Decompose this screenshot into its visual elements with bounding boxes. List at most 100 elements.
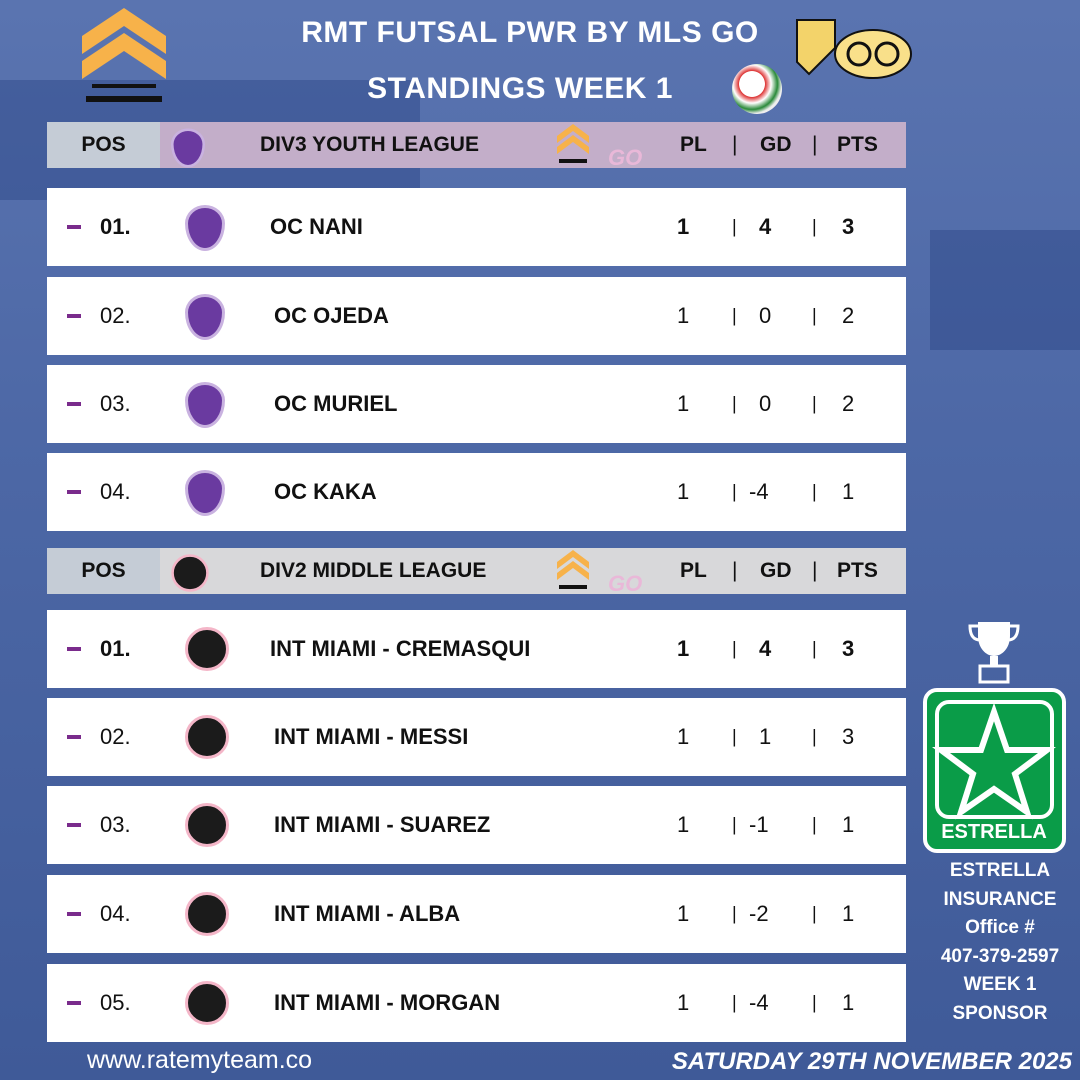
points: 2 <box>842 391 855 416</box>
separator: | <box>732 638 737 659</box>
pos-header: POS <box>47 122 160 168</box>
separator: | <box>732 133 738 156</box>
pl-header: PL <box>680 133 707 156</box>
points: 3 <box>842 724 855 749</box>
position-change-dash-icon <box>67 823 81 827</box>
inter-miami-crest-icon <box>185 803 229 847</box>
team-name: OC MURIEL <box>274 391 398 416</box>
separator: | <box>812 814 817 835</box>
position: 04. <box>100 479 131 504</box>
standings-row: 01. OC NANI 1 | 4 | 3 <box>47 188 906 266</box>
division-header: POS DIV2 MIDDLE LEAGUE GO PL | GD | PTS <box>47 548 906 596</box>
played: 1 <box>677 303 690 328</box>
played: 1 <box>677 724 690 749</box>
separator: | <box>812 305 817 326</box>
position: 03. <box>100 812 131 837</box>
separator: | <box>812 992 817 1013</box>
standings-row: 02. OC OJEDA 1 | 0 | 2 <box>47 277 906 355</box>
standings-row: 03. INT MIAMI - SUAREZ 1 | -1 | 1 <box>47 786 906 864</box>
division-title: DIV3 YOUTH LEAGUE <box>260 133 479 156</box>
position: 05. <box>100 990 131 1015</box>
separator: | <box>732 559 738 582</box>
inter-miami-crest-icon <box>171 554 209 592</box>
team-name: OC OJEDA <box>274 303 389 328</box>
pos-header: POS <box>47 548 160 594</box>
standings-row: 01. INT MIAMI - CREMASQUI 1 | 4 | 3 <box>47 610 906 688</box>
rmt-futsal-logo <box>82 8 166 102</box>
inter-miami-crest-icon <box>185 892 229 936</box>
points: 3 <box>842 214 855 239</box>
trophy-icon <box>968 622 1020 684</box>
separator: | <box>732 481 737 502</box>
rmt-futsal-mini-icon <box>557 550 589 589</box>
team-name: INT MIAMI - MESSI <box>274 724 469 749</box>
played: 1 <box>677 391 690 416</box>
website-link[interactable]: www.ratemyteam.co <box>87 1046 313 1074</box>
team-name: OC KAKA <box>274 479 377 504</box>
points: 1 <box>842 479 855 504</box>
division-title: DIV2 MIDDLE LEAGUE <box>260 559 487 582</box>
position-change-dash-icon <box>67 225 81 229</box>
inter-miami-crest-icon <box>185 715 229 759</box>
points: 3 <box>842 636 855 661</box>
points: 1 <box>842 901 855 926</box>
inter-miami-crest-icon <box>185 981 229 1025</box>
team-name: OC NANI <box>270 214 363 239</box>
separator: | <box>812 216 817 237</box>
points: 1 <box>842 990 855 1015</box>
position: 01. <box>100 214 131 239</box>
position-change-dash-icon <box>67 490 81 494</box>
goal-difference: -2 <box>749 901 769 926</box>
standings-row: 05. INT MIAMI - MORGAN 1 | -4 | 1 <box>47 964 906 1042</box>
team-name: INT MIAMI - ALBA <box>274 901 461 926</box>
pts-header: PTS <box>837 559 878 582</box>
mls-go-mini-icon: GO <box>608 145 643 170</box>
goal-difference: -1 <box>749 812 769 837</box>
separator: | <box>732 903 737 924</box>
sponsor-line: SPONSOR <box>952 1002 1048 1024</box>
svg-text:ESTRELLA: ESTRELLA <box>941 821 1047 843</box>
position-change-dash-icon <box>67 402 81 406</box>
position: 01. <box>100 636 131 661</box>
title-line-1: RMT FUTSAL PWR BY MLS GO <box>301 16 759 49</box>
goal-difference: -4 <box>749 990 769 1015</box>
separator: | <box>732 992 737 1013</box>
position-change-dash-icon <box>67 314 81 318</box>
gd-header: GD <box>760 559 792 582</box>
orlando-city-crest-icon <box>171 128 205 168</box>
estrella-sponsor-logo: ESTRELLA <box>923 688 1066 853</box>
sponsor-line: WEEK 1 <box>963 974 1037 995</box>
division-header: POS DIV3 YOUTH LEAGUE GO PL | GD | PTS <box>47 122 906 170</box>
separator: | <box>812 559 818 582</box>
sponsor-text: ESTRELLA INSURANCE Office # 407-379-2597… <box>920 857 1080 1028</box>
position: 03. <box>100 391 131 416</box>
played: 1 <box>677 214 690 239</box>
team-name: INT MIAMI - MORGAN <box>274 990 501 1015</box>
separator: | <box>812 726 817 747</box>
separator: | <box>812 481 817 502</box>
gd-header: GD <box>760 133 792 156</box>
standings-row: 02. INT MIAMI - MESSI 1 | 1 | 3 <box>47 698 906 776</box>
goal-difference: 1 <box>759 724 772 749</box>
standings-row: 03. OC MURIEL 1 | 0 | 2 <box>47 365 906 443</box>
orlando-city-crest-icon <box>185 205 225 251</box>
standings-row: 04. INT MIAMI - ALBA 1 | -2 | 1 <box>47 875 906 953</box>
separator: | <box>732 216 737 237</box>
background-decoration <box>930 230 1080 350</box>
played: 1 <box>677 901 690 926</box>
title-line-2: STANDINGS WEEK 1 <box>367 72 673 105</box>
goal-difference: 0 <box>759 391 772 416</box>
team-name: INT MIAMI - CREMASQUI <box>270 636 531 661</box>
played: 1 <box>677 990 690 1015</box>
goal-difference: -4 <box>749 479 769 504</box>
orlando-city-crest-icon <box>185 294 225 340</box>
separator: | <box>812 133 818 156</box>
position-change-dash-icon <box>67 1001 81 1005</box>
goal-difference: 4 <box>759 636 772 661</box>
position: 02. <box>100 724 131 749</box>
mls-go-mini-icon: GO <box>608 571 643 596</box>
pl-header: PL <box>680 559 707 582</box>
points: 1 <box>842 812 855 837</box>
goal-difference: 4 <box>759 214 772 239</box>
